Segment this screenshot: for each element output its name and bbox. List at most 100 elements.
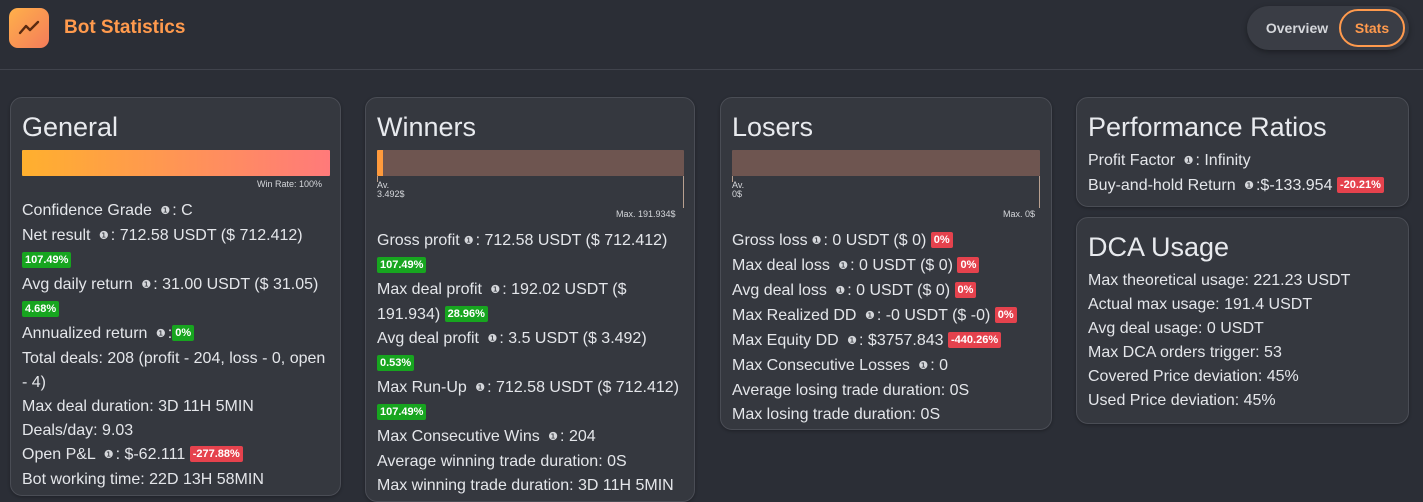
working-time-row: Bot working time: 22D 13H 58MIN xyxy=(22,471,264,488)
consecutive-wins-row: Max Consecutive Wins ❶: 204 xyxy=(377,425,686,450)
dca-item: Actual max usage: 191.4 USDT xyxy=(1088,296,1313,313)
info-circle-icon[interactable]: ❶ xyxy=(475,382,486,394)
info-circle-icon[interactable]: ❶ xyxy=(160,205,171,217)
winners-card: Winners Av. 3.492$ Max. 191.934$ Gross p… xyxy=(365,97,695,502)
info-circle-icon[interactable]: ❶ xyxy=(864,310,875,322)
avg-deal-loss-row: Avg deal loss ❶: 0 USDT ($ 0) 0% xyxy=(732,279,1043,304)
profit-factor-row: Profit Factor ❶: Infinity xyxy=(1088,149,1400,174)
buy-hold-value: :$-133.954 xyxy=(1255,177,1333,194)
info-circle-icon[interactable]: ❶ xyxy=(835,285,846,297)
winners-range-bar xyxy=(377,150,684,176)
performance-card: Performance Ratios Profit Factor ❶: Infi… xyxy=(1076,97,1409,207)
trend-line-icon xyxy=(9,8,49,48)
gross-profit-badge: 107.49% xyxy=(377,257,427,273)
max-equity-dd-value: : $3757.843 xyxy=(859,332,944,349)
net-result-label: Net result xyxy=(22,227,91,244)
max-duration-row: Max deal duration: 3D 11H 5MIN xyxy=(22,398,254,415)
gross-profit-row: Gross profit ❶: 712.58 USDT ($ 712.412) xyxy=(377,229,686,254)
gross-loss-label: Gross loss xyxy=(732,232,808,249)
info-circle-icon[interactable]: ❶ xyxy=(838,260,849,272)
dca-item: Avg deal usage: 0 USDT xyxy=(1088,320,1264,337)
avg-deal-profit-value: : 3.5 USDT ($ 3.492) xyxy=(499,330,647,347)
total-deals-row-cont: - 4) xyxy=(22,374,46,391)
max-deal-profit-value: : 192.02 USDT ($ xyxy=(502,281,627,298)
avg-deal-profit-badge: 0.53% xyxy=(377,355,415,371)
open-pl-value: : $-62.111 xyxy=(115,446,186,463)
buy-hold-row: Buy-and-hold Return ❶:$-133.954 -20.21% xyxy=(1088,174,1400,199)
max-deal-loss-row: Max deal loss ❶: 0 USDT ($ 0) 0% xyxy=(732,254,1043,279)
annualized-label: Annualized return xyxy=(22,325,148,342)
max-deal-profit-badge: 28.96% xyxy=(444,306,488,322)
gross-profit-label: Gross profit xyxy=(377,232,460,249)
max-deal-loss-label: Max deal loss xyxy=(732,257,830,274)
info-circle-icon[interactable]: ❶ xyxy=(1183,155,1194,167)
win-rate-bar xyxy=(22,150,330,176)
info-circle-icon[interactable]: ❶ xyxy=(1244,180,1254,192)
max-runup-badge-row: 107.49% xyxy=(377,401,686,425)
confidence-label: Confidence Grade xyxy=(22,202,152,219)
annualized-badge: 0% xyxy=(172,325,195,341)
max-deal-loss-value: : 0 USDT ($ 0) xyxy=(850,257,953,274)
dca-item: Used Price deviation: 45% xyxy=(1088,392,1276,409)
general-title: General xyxy=(22,112,119,142)
view-switcher: Overview Stats xyxy=(1247,6,1409,50)
winners-max-label: Max. 191.934$ xyxy=(616,209,676,219)
max-runup-row: Max Run-Up ❶: 712.58 USDT ($ 712.412) xyxy=(377,376,686,401)
annualized-value: : xyxy=(167,325,173,342)
winners-stats: Gross profit ❶: 712.58 USDT ($ 712.412) 1… xyxy=(377,229,686,498)
losers-avg-tick xyxy=(732,176,733,182)
info-circle-icon[interactable]: ❶ xyxy=(548,431,559,443)
losers-max-label: Max. 0$ xyxy=(1003,209,1036,219)
avg-daily-badge: 4.68% xyxy=(22,301,60,317)
confidence-row: Confidence Grade ❶: C xyxy=(22,199,332,224)
winners-avg-label: Av. xyxy=(377,180,390,190)
avg-deal-loss-badge: 0% xyxy=(954,282,977,298)
consecutive-losses-value: : 0 xyxy=(930,357,948,374)
max-deal-loss-badge: 0% xyxy=(957,257,980,273)
info-circle-icon[interactable]: ❶ xyxy=(487,333,498,345)
losers-max-tick xyxy=(1039,176,1040,208)
info-circle-icon[interactable]: ❶ xyxy=(918,360,929,372)
max-deal-profit-row-cont: 191.934) 28.96% xyxy=(377,303,686,327)
avg-daily-label: Avg daily return xyxy=(22,276,133,293)
tab-stats[interactable]: Stats xyxy=(1339,9,1405,47)
info-circle-icon[interactable]: ❶ xyxy=(490,284,501,296)
net-result-row: Net result ❶: 712.58 USDT ($ 712.412) xyxy=(22,224,332,249)
info-circle-icon[interactable]: ❶ xyxy=(847,335,858,347)
profit-factor-value: : Infinity xyxy=(1195,152,1251,169)
gross-loss-value: : 0 USDT ($ 0) xyxy=(823,232,927,249)
buy-hold-label: Buy-and-hold Return xyxy=(1088,177,1236,194)
avg-winning-duration-row: Average winning trade duration: 0S xyxy=(377,453,627,470)
info-circle-icon[interactable]: ❶ xyxy=(463,235,474,247)
top-bar: Bot Statistics Overview Stats xyxy=(0,0,1423,70)
losers-avg-value: 0$ xyxy=(732,189,743,199)
max-equity-dd-badge: -440.26% xyxy=(948,332,1002,348)
info-circle-icon[interactable]: ❶ xyxy=(141,279,152,291)
net-result-badge-row: 107.49% xyxy=(22,249,332,273)
info-circle-icon[interactable]: ❶ xyxy=(103,449,114,461)
page-title: Bot Statistics xyxy=(64,17,186,38)
dca-item: Max theoretical usage: 221.23 USDT xyxy=(1088,272,1351,289)
avg-deal-profit-badge-row: 0.53% xyxy=(377,352,686,376)
info-circle-icon[interactable]: ❶ xyxy=(811,235,822,247)
dca-card: DCA Usage Max theoretical usage: 221.23 … xyxy=(1076,217,1409,424)
losers-avg-label: Av. xyxy=(732,180,745,190)
tab-overview[interactable]: Overview xyxy=(1265,20,1329,36)
dca-item: Covered Price deviation: 45% xyxy=(1088,368,1299,385)
net-result-value: : 712.58 USDT ($ 712.412) xyxy=(110,227,303,244)
winners-avg-tick xyxy=(377,176,378,182)
max-realized-dd-badge: 0% xyxy=(994,307,1017,323)
max-runup-value: : 712.58 USDT ($ 712.412) xyxy=(487,379,679,396)
avg-deal-profit-label: Avg deal profit xyxy=(377,330,479,347)
avg-daily-badge-row: 4.68% xyxy=(22,298,332,322)
confidence-value: : C xyxy=(172,202,193,219)
max-deal-profit-value-cont: 191.934) xyxy=(377,306,441,323)
max-deal-profit-row: Max deal profit ❶: 192.02 USDT ($ xyxy=(377,278,686,303)
consecutive-wins-value: : 204 xyxy=(560,428,596,445)
info-circle-icon[interactable]: ❶ xyxy=(98,230,109,242)
consecutive-losses-label: Max Consecutive Losses xyxy=(732,357,910,374)
avg-losing-duration-row: Average losing trade duration: 0S xyxy=(732,382,970,399)
info-circle-icon[interactable]: ❶ xyxy=(155,328,166,340)
profit-factor-label: Profit Factor xyxy=(1088,152,1176,169)
gross-loss-badge: 0% xyxy=(930,232,953,248)
